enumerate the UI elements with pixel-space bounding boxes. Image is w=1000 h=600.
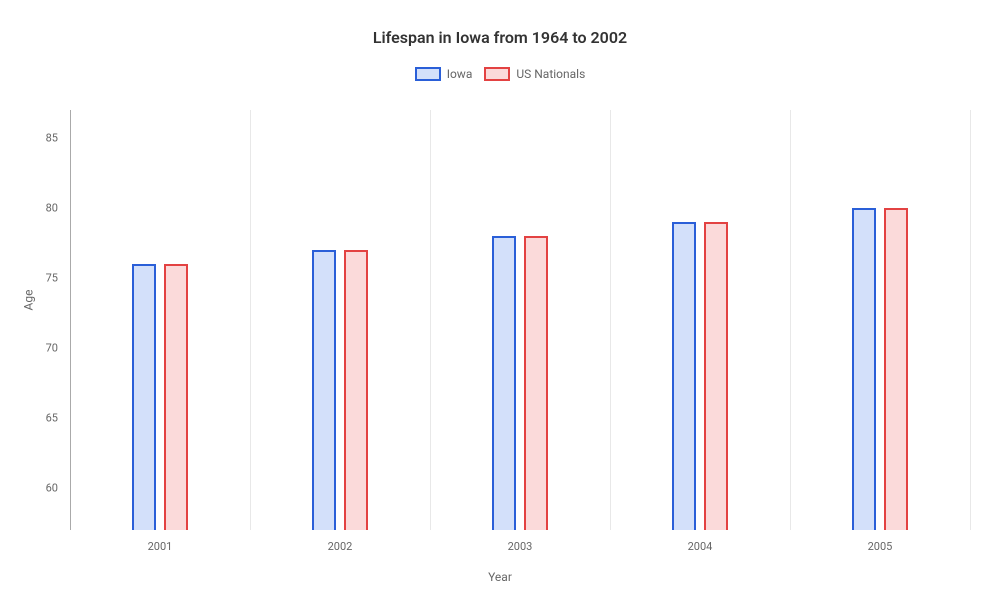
gridline-v xyxy=(970,110,971,530)
plot-area xyxy=(70,110,970,530)
x-tick-label: 2002 xyxy=(310,540,370,553)
chart-container: Lifespan in Iowa from 1964 to 2002 Iowa … xyxy=(0,0,1000,600)
y-axis-line xyxy=(70,110,71,530)
legend: Iowa US Nationals xyxy=(0,67,1000,81)
gridline-v xyxy=(790,110,791,530)
bar-us-nationals xyxy=(164,264,188,530)
x-axis-title: Year xyxy=(488,570,512,584)
bar-iowa xyxy=(492,236,516,530)
gridline-v xyxy=(430,110,431,530)
legend-item-iowa: Iowa xyxy=(415,67,473,81)
bar-us-nationals xyxy=(704,222,728,530)
y-tick-label: 80 xyxy=(0,202,58,215)
y-axis-title: Age xyxy=(21,290,35,311)
bar-iowa xyxy=(852,208,876,530)
chart-title: Lifespan in Iowa from 1964 to 2002 xyxy=(0,0,1000,47)
y-tick-label: 85 xyxy=(0,132,58,145)
legend-label-us: US Nationals xyxy=(516,67,585,81)
legend-item-us: US Nationals xyxy=(484,67,585,81)
gridline-v xyxy=(610,110,611,530)
x-tick-label: 2004 xyxy=(670,540,730,553)
y-tick-label: 75 xyxy=(0,272,58,285)
legend-swatch-iowa xyxy=(415,67,441,81)
bar-us-nationals xyxy=(524,236,548,530)
x-tick-label: 2003 xyxy=(490,540,550,553)
bar-iowa xyxy=(132,264,156,530)
bar-iowa xyxy=(672,222,696,530)
y-tick-label: 60 xyxy=(0,482,58,495)
legend-label-iowa: Iowa xyxy=(447,67,473,81)
bar-us-nationals xyxy=(344,250,368,530)
x-tick-label: 2005 xyxy=(850,540,910,553)
gridline-v xyxy=(250,110,251,530)
legend-swatch-us xyxy=(484,67,510,81)
y-tick-label: 70 xyxy=(0,342,58,355)
bar-us-nationals xyxy=(884,208,908,530)
bar-iowa xyxy=(312,250,336,530)
x-tick-label: 2001 xyxy=(130,540,190,553)
y-tick-label: 65 xyxy=(0,412,58,425)
